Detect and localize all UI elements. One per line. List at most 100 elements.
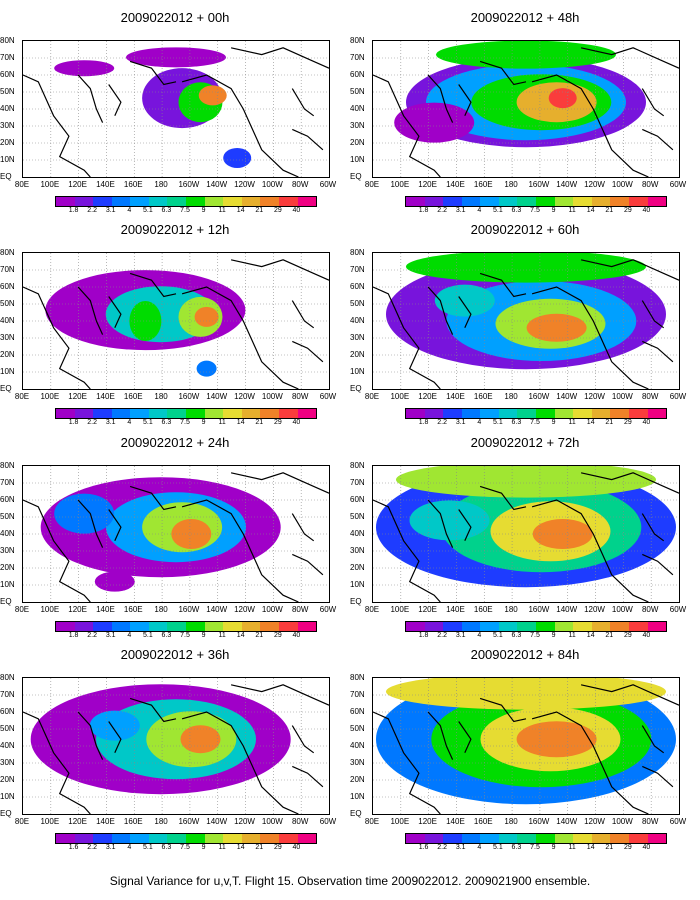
coastline (641, 88, 665, 117)
colorbar-swatch (424, 834, 444, 843)
map-panel: 2009022012 + 84h 80N 70N 60N 50N 40N 30N 20N 10N… (350, 637, 700, 859)
lon-tick-label: 80W (641, 392, 659, 401)
colorbar-tick-label: 1.8 (418, 419, 429, 426)
variance-map (372, 252, 680, 390)
colorbar-swatch (167, 834, 187, 843)
colorbar-swatch (278, 197, 298, 206)
colorbar-tick-label: 1.6 (418, 844, 429, 851)
colorbar-tick-label: 9 (201, 632, 206, 639)
lat-tick-label: 30N (350, 333, 365, 342)
lon-tick-label: 80W (291, 605, 309, 614)
lon-tick-label: 100W (611, 605, 633, 614)
variance-blob (434, 284, 495, 317)
colorbar-tick-label: 4 (477, 844, 482, 851)
lat-tick-label: 50N (350, 724, 365, 733)
colorbar-swatch (517, 409, 537, 418)
lon-tick-label: 80E (364, 605, 380, 614)
lat-tick-label: 70N (350, 53, 365, 62)
colorbar (405, 833, 667, 844)
lon-tick-label: 120E (418, 817, 437, 826)
colorbar-swatch (573, 409, 592, 418)
lat-tick-label: 30N (0, 333, 15, 342)
coastline (641, 725, 665, 754)
colorbar-swatch (628, 409, 648, 418)
variance-blob (516, 721, 597, 758)
panel-title: 2009022012 + 60h (470, 222, 580, 237)
lon-tick-label: 100W (261, 817, 283, 826)
lon-tick-label: 160W (528, 180, 550, 189)
colorbar-tick-label: 6.3 (161, 632, 172, 639)
colorbar-swatch (517, 622, 537, 631)
colorbar-tick-label: 11 (568, 844, 576, 851)
colorbar-tick-label: 5.1 (142, 632, 153, 639)
lon-tick-label: 140W (206, 817, 228, 826)
colorbar-swatch (498, 834, 518, 843)
colorbar-swatch (93, 197, 112, 206)
lat-tick-label: 80N (350, 248, 365, 257)
coastline (531, 74, 649, 177)
colorbar-swatch (148, 197, 168, 206)
lon-tick-label: 160W (178, 817, 200, 826)
colorbar-tick-label: 7.5 (530, 419, 540, 426)
variance-blob (89, 710, 140, 741)
lon-tick-label: 160E (123, 817, 143, 826)
colorbar-swatch (406, 409, 425, 418)
colorbar-swatch (93, 409, 112, 418)
lat-tick-label: 50N (0, 87, 15, 96)
colorbar (405, 621, 667, 632)
variance-blob (54, 60, 115, 77)
colorbar-tick-label: 6.3 (161, 844, 172, 851)
coastline (642, 553, 674, 576)
colorbar-swatch (148, 834, 168, 843)
coastline (531, 711, 649, 814)
variance-blob (548, 88, 577, 109)
colorbar-swatch (480, 197, 499, 206)
colorbar-swatch (536, 622, 555, 631)
colorbar-swatch (130, 622, 149, 631)
colorbar-tick-label: 6.3 (161, 419, 172, 426)
colorbar-swatch (498, 409, 518, 418)
lon-tick-label: 60W (319, 605, 337, 614)
colorbar-tick-label: 40 (292, 419, 301, 426)
lon-tick-label: 160E (473, 817, 493, 826)
colorbar-tick-label: 7.5 (180, 632, 190, 639)
colorbar-swatch (260, 197, 279, 206)
colorbar-tick-label: 14 (586, 844, 595, 851)
colorbar-swatch (591, 622, 611, 631)
coastline (642, 128, 674, 151)
variance-map (22, 677, 330, 815)
lon-tick-label: 160W (178, 180, 200, 189)
lon-tick-label: 100E (390, 605, 410, 614)
colorbar-swatch (111, 622, 131, 631)
lat-tick-label: EQ (350, 172, 362, 181)
coastline (641, 513, 665, 542)
map-panel: 2009022012 + 12h 80N 70N 60N 50N 40N 30N 20N 10N… (0, 212, 350, 434)
colorbar-swatch (186, 409, 205, 418)
coastline (291, 300, 315, 329)
colorbar-swatch (93, 622, 112, 631)
lon-tick-label: 100E (390, 180, 410, 189)
colorbar-swatch (554, 834, 574, 843)
lon-tick-label: 80E (364, 392, 380, 401)
colorbar-swatch (241, 197, 261, 206)
coastline (291, 88, 315, 117)
lat-tick-label: 70N (0, 265, 15, 274)
lon-tick-label: 120W (234, 605, 255, 614)
variance-blob (126, 47, 226, 68)
lon-tick-label: 140W (206, 180, 228, 189)
colorbar-tick-label: 6.3 (161, 207, 172, 214)
colorbar-labels: 1.6 2.2 3.1 4 5.1 6.3 7.5 9 11 14 21 29 40 (55, 844, 315, 854)
map-panel: 2009022012 + 60h 80N 70N 60N 50N 40N 30N 20N 10N… (350, 212, 700, 434)
colorbar-swatch (204, 197, 224, 206)
colorbar-swatch (573, 197, 592, 206)
coastline (292, 128, 324, 151)
colorbar-swatch (554, 409, 574, 418)
colorbar-tick-label: 1.8 (418, 632, 429, 639)
colorbar-tick-label: 3.1 (455, 419, 466, 426)
lat-tick-label: 50N (350, 87, 365, 96)
lon-tick-label: 80W (291, 817, 309, 826)
panel-title: 2009022012 + 84h (470, 647, 580, 662)
colorbar-swatch (167, 197, 187, 206)
colorbar-swatch (647, 834, 667, 843)
colorbar-tick-label: 5.1 (142, 207, 153, 214)
